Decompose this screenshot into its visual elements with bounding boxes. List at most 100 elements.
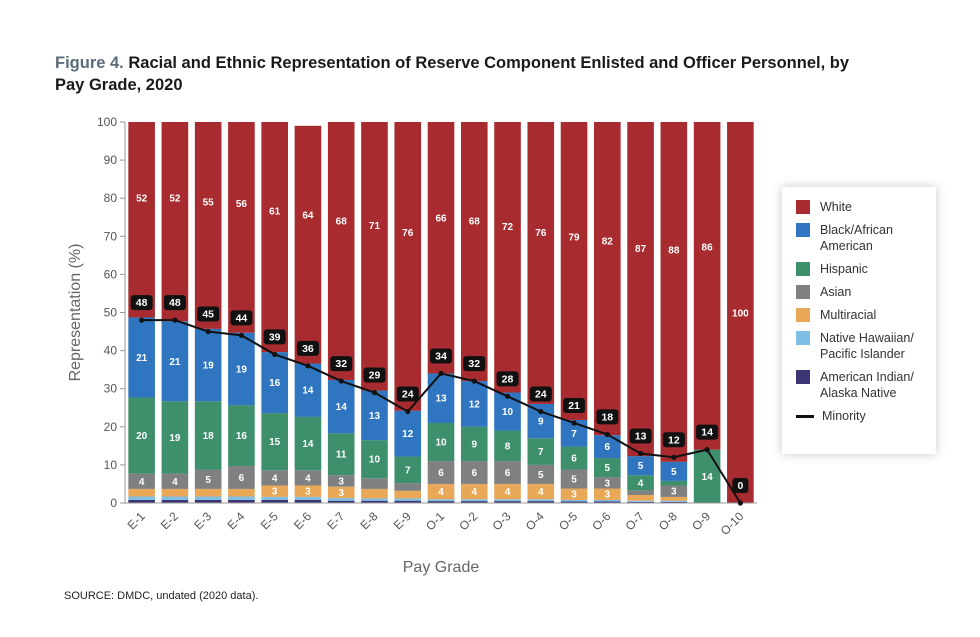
segment-label-black: 19: [236, 364, 248, 375]
minority-point: [637, 450, 644, 457]
segment-label-asian: 4: [172, 477, 178, 488]
bar-segment-nhpi: [660, 500, 688, 502]
bar-segment-multiracial: [460, 483, 488, 500]
bar-segment-aian: [294, 499, 322, 503]
bar-segment-aian: [427, 501, 455, 503]
segment-label-hispanic: 10: [435, 438, 447, 449]
segment-label-black: 13: [369, 411, 381, 422]
segment-label-black: 14: [336, 402, 348, 413]
legend-label: Asian: [820, 285, 852, 299]
x-tick-label: O-5: [556, 509, 580, 533]
segment-label-white: 66: [435, 214, 447, 225]
bar-segment-aian: [128, 499, 155, 503]
legend-swatch: [796, 308, 810, 322]
y-tick-label: 30: [104, 382, 118, 396]
segment-label-multiracial: 4: [471, 487, 477, 498]
bar-segment-nhpi: [194, 496, 222, 500]
bar-segment-black: [161, 321, 189, 402]
chart-title: Figure 4. Racial and Ethnic Representati…: [55, 52, 855, 96]
minority-label: 12: [668, 434, 680, 446]
bar-segment-white: [460, 122, 488, 382]
minority-point: [272, 351, 278, 358]
bar-segment-multiracial: [594, 488, 621, 500]
bar-segment-black: [361, 390, 388, 441]
bar-segment-black: [128, 317, 155, 398]
segment-label-hispanic: 18: [203, 431, 215, 442]
minority-point: [571, 420, 577, 426]
bar-segment-nhpi: [594, 499, 621, 502]
bar-segment-hispanic: [361, 440, 388, 479]
bar-segment-multiracial: [527, 483, 555, 500]
bar-segment-nhpi: [627, 500, 654, 502]
segment-label-black: 12: [469, 399, 481, 410]
bar-segment-multiracial: [494, 483, 521, 500]
bar-segment-multiracial: [361, 488, 388, 499]
bar-segment-nhpi: [261, 496, 288, 500]
minority-label-box: [563, 397, 586, 413]
bar-segment-black: [261, 352, 288, 414]
segment-label-asian: 4: [139, 477, 145, 488]
segment-label-hispanic: 15: [269, 437, 281, 448]
y-tick-label: 20: [104, 420, 118, 434]
minority-label-box: [363, 367, 386, 383]
segment-label-multiracial: 3: [571, 490, 577, 501]
x-tick-label: O-3: [490, 509, 514, 533]
bar-segment-asian: [228, 466, 255, 489]
bar-segment-hispanic: [527, 438, 555, 465]
bar-segment-white: [261, 122, 288, 353]
minority-point: [471, 378, 477, 384]
segment-label-white: 100: [732, 309, 749, 320]
segment-label-asian: 6: [471, 468, 477, 479]
bar-segment-nhpi: [560, 499, 588, 502]
segment-label-white: 86: [702, 243, 714, 254]
bar-segment-white: [194, 122, 222, 329]
x-tick-label: E-4: [224, 509, 247, 532]
bar-segment-asian: [194, 469, 222, 489]
x-tick-label: O-10: [718, 509, 747, 538]
minority-point: [405, 408, 411, 415]
bar-segment-white: [727, 122, 754, 503]
bar-segment-nhpi: [327, 498, 355, 501]
segment-label-white: 61: [269, 206, 281, 217]
segment-label-multiracial: 3: [605, 490, 611, 501]
segment-label-asian: 4: [305, 473, 311, 484]
legend-label: Native Hawaiian/ Pacific Islander: [820, 331, 914, 361]
segment-label-white: 64: [302, 211, 314, 222]
bar-segment-black: [660, 461, 688, 481]
bar-segment-nhpi: [361, 498, 388, 501]
minority-label: 13: [635, 430, 647, 442]
minority-point: [139, 317, 145, 323]
y-tick-label: 90: [104, 153, 118, 167]
legend-swatch: [796, 370, 810, 384]
bar-segment-hispanic: [627, 475, 654, 491]
x-tick-label: O-9: [689, 509, 713, 533]
minority-point: [205, 328, 211, 335]
bar-segment-hispanic: [294, 416, 322, 471]
legend-swatch: [796, 200, 810, 214]
x-tick-label: E-8: [357, 509, 380, 532]
minority-point: [671, 454, 677, 460]
bar-segment-hispanic: [228, 405, 255, 467]
legend-swatch: [796, 223, 810, 237]
y-tick-label: 0: [110, 496, 117, 510]
segment-label-hispanic: 20: [136, 431, 148, 442]
bar-segment-aian: [460, 501, 488, 503]
bar-segment-multiracial: [161, 488, 189, 497]
minority-label-box: [732, 478, 749, 493]
x-tick-label: O-8: [656, 509, 680, 533]
legend-item-white: White: [796, 199, 926, 215]
bar-segment-hispanic: [693, 449, 721, 503]
legend-label: American Indian/ Alaska Native: [820, 370, 914, 400]
bar-segment-aian: [327, 500, 355, 503]
minority-label: 21: [568, 400, 580, 412]
bar-segment-white: [228, 122, 255, 333]
bar-segment-nhpi: [128, 496, 155, 500]
bar-segment-hispanic: [194, 401, 222, 470]
bar-segment-hispanic: [394, 456, 422, 484]
minority-label: 0: [737, 480, 743, 492]
bar-segment-white: [560, 122, 588, 420]
segment-label-black: 14: [302, 386, 314, 397]
x-axis-title: Pay Grade: [403, 559, 480, 576]
legend-item-asian: Asian: [796, 284, 926, 300]
segment-label-white: 76: [535, 228, 547, 239]
